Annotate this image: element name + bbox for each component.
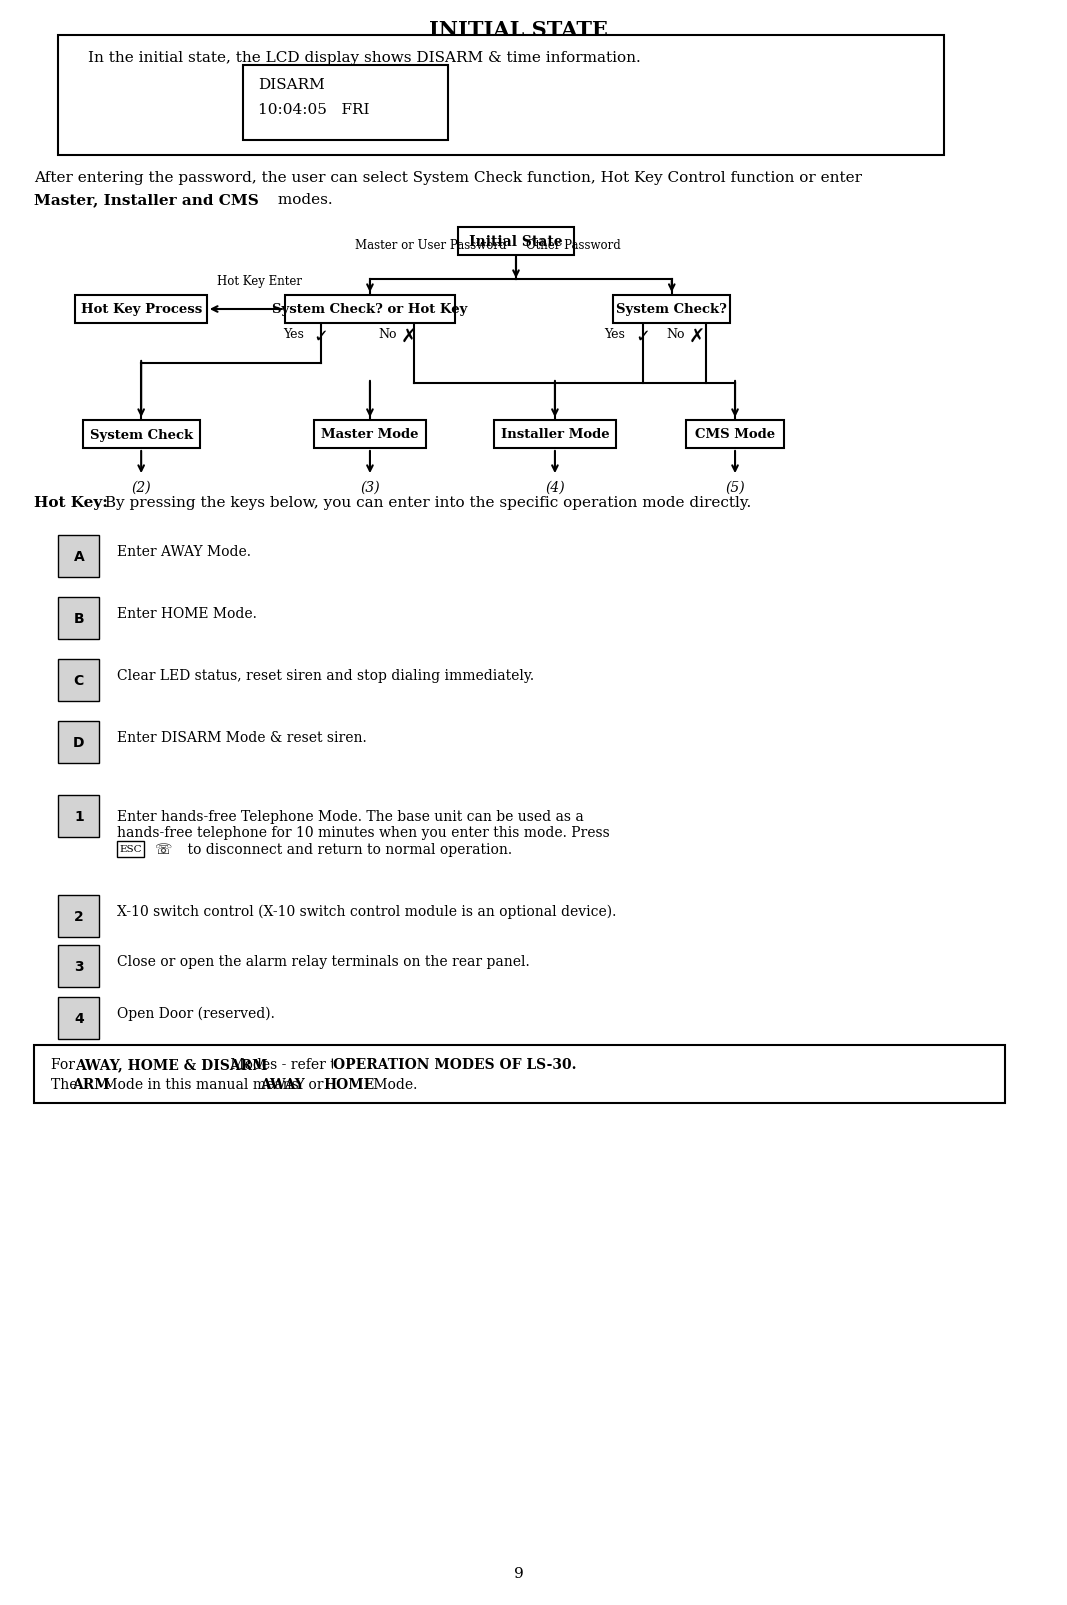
Text: System Check? or Hot Key: System Check? or Hot Key	[272, 303, 467, 316]
Text: Mode in this manual means: Mode in this manual means	[99, 1077, 303, 1091]
Text: OPERATION MODES OF LS-30.: OPERATION MODES OF LS-30.	[333, 1058, 576, 1071]
Text: ARM: ARM	[73, 1077, 110, 1091]
Text: For: For	[50, 1058, 79, 1071]
Bar	[614, 295, 730, 324]
Text: (2): (2)	[131, 482, 150, 494]
Text: After entering the password, the user can select System Check function, Hot Key : After entering the password, the user ca…	[34, 170, 862, 185]
Bar	[59, 945, 99, 987]
Text: Close or open the alarm relay terminals on the rear panel.: Close or open the alarm relay terminals …	[116, 955, 529, 968]
Text: ✓: ✓	[635, 327, 650, 345]
Text: CMS Mode: CMS Mode	[695, 429, 775, 441]
Text: X-10 switch control (X-10 switch control module is an optional device).: X-10 switch control (X-10 switch control…	[116, 904, 617, 918]
Text: 9: 9	[514, 1566, 524, 1579]
Text: INITIAL STATE: INITIAL STATE	[430, 19, 608, 40]
Text: ✗: ✗	[688, 327, 704, 347]
Bar	[59, 597, 99, 640]
Text: ✓: ✓	[314, 327, 329, 345]
Text: (3): (3)	[361, 482, 380, 494]
Bar	[59, 536, 99, 578]
Text: modes.: modes.	[272, 193, 332, 207]
Text: Initial State: Initial State	[469, 234, 562, 249]
Bar	[76, 295, 207, 324]
Text: By pressing the keys below, you can enter into the specific operation mode direc: By pressing the keys below, you can ente…	[100, 496, 751, 510]
Bar	[59, 896, 99, 937]
Text: 2: 2	[74, 910, 83, 923]
Text: No: No	[666, 327, 684, 340]
Text: ESC: ESC	[120, 844, 142, 854]
Bar	[59, 796, 99, 838]
Text: Hot Key:: Hot Key:	[34, 496, 108, 510]
Text: ☏: ☏	[154, 843, 171, 857]
Bar	[285, 295, 456, 324]
Text: Other Password: Other Password	[526, 239, 621, 252]
Text: System Check?: System Check?	[617, 303, 728, 316]
Text: DISARM: DISARM	[258, 79, 324, 91]
Text: or: or	[304, 1077, 328, 1091]
Text: (5): (5)	[726, 482, 745, 494]
Bar	[34, 1045, 1005, 1103]
Text: D: D	[74, 735, 84, 750]
Bar	[686, 421, 784, 449]
Text: AWAY: AWAY	[260, 1077, 305, 1091]
Bar	[59, 660, 99, 701]
Bar	[59, 997, 99, 1040]
Text: Master, Installer and CMS: Master, Installer and CMS	[34, 193, 259, 207]
Text: ✗: ✗	[401, 327, 417, 347]
Text: 4: 4	[74, 1011, 83, 1026]
Text: A: A	[74, 549, 84, 563]
Text: 3: 3	[74, 960, 83, 973]
Text: C: C	[74, 674, 84, 687]
Text: AWAY, HOME & DISARM: AWAY, HOME & DISARM	[75, 1058, 268, 1071]
Bar	[314, 421, 426, 449]
Text: Master Mode: Master Mode	[321, 429, 418, 441]
Bar	[59, 722, 99, 764]
Bar	[243, 66, 448, 141]
Text: Enter HOME Mode.: Enter HOME Mode.	[116, 607, 257, 621]
Text: Enter DISARM Mode & reset siren.: Enter DISARM Mode & reset siren.	[116, 730, 367, 745]
Text: 1: 1	[74, 809, 83, 823]
Text: Open Door (reserved).: Open Door (reserved).	[116, 1006, 274, 1021]
Bar	[83, 421, 200, 449]
Text: Hot Key Process: Hot Key Process	[80, 303, 202, 316]
Text: Enter hands-free Telephone Mode. The base unit can be used as a: Enter hands-free Telephone Mode. The bas…	[116, 809, 584, 823]
Text: HOME: HOME	[323, 1077, 375, 1091]
Text: (4): (4)	[545, 482, 564, 494]
Bar	[59, 35, 944, 156]
Text: Mode.: Mode.	[369, 1077, 417, 1091]
Text: Hot Key Enter: Hot Key Enter	[217, 274, 302, 287]
Bar	[494, 421, 616, 449]
Text: Installer Mode: Installer Mode	[500, 429, 609, 441]
Text: B: B	[74, 612, 84, 626]
Text: Master or User Password: Master or User Password	[354, 239, 506, 252]
Bar	[458, 228, 574, 255]
Text: Yes: Yes	[604, 327, 625, 340]
Text: Yes: Yes	[283, 327, 304, 340]
Text: hands-free telephone for 10 minutes when you enter this mode. Press: hands-free telephone for 10 minutes when…	[116, 825, 609, 839]
Text: Modes - refer to the: Modes - refer to the	[226, 1058, 376, 1071]
Text: System Check: System Check	[90, 429, 193, 441]
Text: The: The	[50, 1077, 81, 1091]
Bar	[116, 841, 144, 857]
Text: to disconnect and return to normal operation.: to disconnect and return to normal opera…	[171, 843, 512, 857]
Text: 10:04:05   FRI: 10:04:05 FRI	[258, 103, 369, 117]
Text: Clear LED status, reset siren and stop dialing immediately.: Clear LED status, reset siren and stop d…	[116, 669, 534, 682]
Text: In the initial state, the LCD display shows DISARM & time information.: In the initial state, the LCD display sh…	[87, 51, 640, 64]
Text: No: No	[379, 327, 397, 340]
Text: Enter AWAY Mode.: Enter AWAY Mode.	[116, 544, 251, 559]
